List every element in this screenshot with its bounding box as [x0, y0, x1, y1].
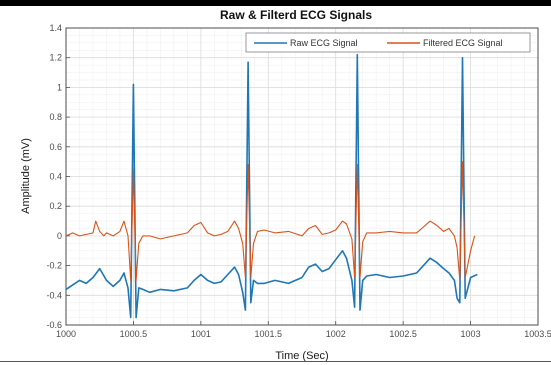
legend-label-raw: Raw ECG Signal	[290, 38, 358, 48]
y-tick-label: -0.4	[46, 290, 62, 300]
y-tick-label: -0.6	[46, 320, 62, 330]
y-tick-label: 0.8	[49, 112, 62, 122]
y-tick-label: 1.4	[49, 23, 62, 33]
y-axis-title: Amplitude (mV)	[20, 138, 32, 214]
x-tick-label: 1001	[191, 329, 211, 339]
y-tick-label: 0.2	[49, 201, 62, 211]
x-tick-label: 1003	[461, 329, 481, 339]
y-axis: -0.6 -0.4 -0.2 0 0.2 0.4 0.6 0.8 1 1.2 1.4	[46, 23, 70, 330]
bottom-rule	[0, 361, 551, 362]
chart-title: Raw & Filterd ECG Signals	[220, 8, 372, 22]
series-filtered-ecg-line	[65, 161, 476, 281]
x-tick-label: 1000	[56, 329, 76, 339]
x-axis-title: Time (Sec)	[275, 350, 328, 362]
y-tick-label: 0	[57, 231, 62, 241]
grid	[65, 27, 539, 326]
x-tick-label: 1002	[326, 329, 346, 339]
y-tick-label: 1.2	[49, 53, 62, 63]
legend: Raw ECG Signal Filtered ECG Signal	[245, 32, 531, 53]
x-tick-label: 1003.5	[524, 329, 551, 339]
legend-label-filtered: Filtered ECG Signal	[423, 38, 503, 48]
top-bar	[0, 0, 551, 6]
x-tick-label: 1000.5	[120, 329, 148, 339]
x-tick-label: 1001.5	[255, 329, 283, 339]
series-raw-ecg-line	[65, 53, 478, 319]
y-tick-label: 1	[57, 82, 62, 92]
y-tick-label: 0.6	[49, 142, 62, 152]
y-tick-label: 0.4	[49, 172, 62, 182]
x-tick-label: 1002.5	[389, 329, 417, 339]
series-group	[65, 53, 478, 319]
y-tick-label: -0.2	[46, 261, 62, 271]
x-axis: 1000 1000.5 1001 1001.5 1002 1002.5 1003 1003.5	[56, 321, 551, 339]
